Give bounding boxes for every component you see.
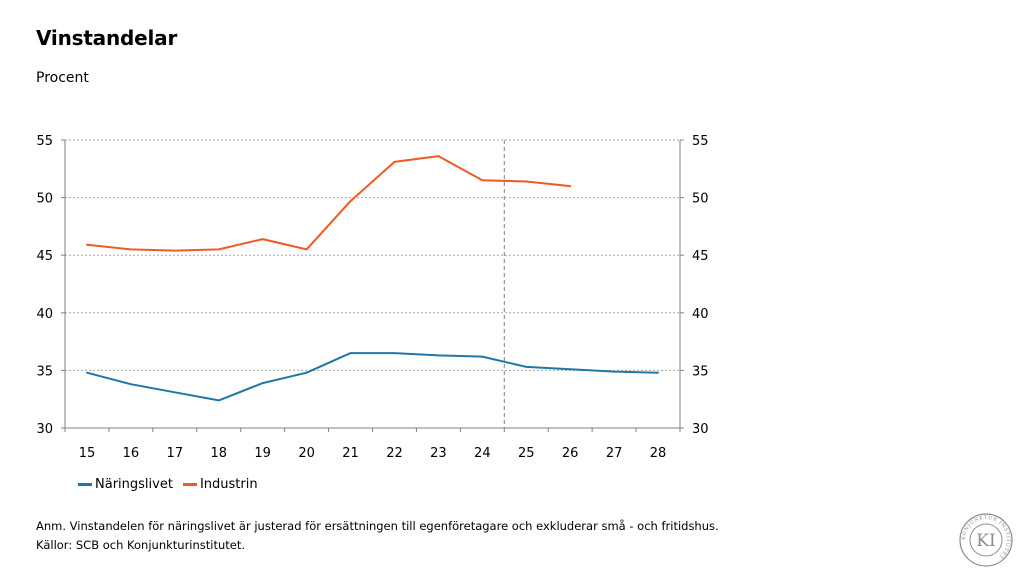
chart-title: Vinstandelar xyxy=(36,26,178,50)
y-tick-right-40: 40 xyxy=(692,307,709,322)
x-tick-20: 20 xyxy=(298,446,315,461)
footnote-sources: Källor: SCB och Konjunkturinstitutet. xyxy=(36,538,246,552)
line-chart: 30 30 35 35 40 40 45 45 50 50 55 55 15 16 17 18 19 20 21 22… xyxy=(36,134,709,461)
chart-subtitle: Procent xyxy=(36,70,89,86)
y-tick-right-50: 50 xyxy=(692,192,709,207)
series-line-naringslivet xyxy=(86,352,659,402)
legend-label-industrin: Industrin xyxy=(199,477,258,492)
x-tick-17: 17 xyxy=(167,446,184,461)
y-tick-left-50: 50 xyxy=(36,192,53,207)
y-tick-left-55: 55 xyxy=(36,134,53,149)
y-tick-left-45: 45 xyxy=(36,249,53,264)
ki-logo: KONJUNKTUR INSTITUTET KI xyxy=(959,513,1013,567)
y-tick-right-45: 45 xyxy=(692,249,709,264)
logo-text: KI xyxy=(976,531,995,551)
footnote: Anm. Vinstandelen för näringslivet är ju… xyxy=(36,517,719,555)
x-tick-21: 21 xyxy=(342,446,359,461)
y-tick-left-35: 35 xyxy=(36,364,53,379)
x-tick-23: 23 xyxy=(430,446,447,461)
x-tick-27: 27 xyxy=(606,446,623,461)
x-tick-18: 18 xyxy=(210,446,227,461)
series-line-industrin xyxy=(86,155,572,252)
y-tick-left-40: 40 xyxy=(36,307,53,322)
chart-legend: Näringslivet Industrin xyxy=(78,477,258,492)
footnote-remark: Anm. Vinstandelen för näringslivet är ju… xyxy=(36,519,719,533)
legend-swatch-naringslivet xyxy=(78,483,92,486)
x-tick-16: 16 xyxy=(123,446,140,461)
y-tick-right-55: 55 xyxy=(692,134,709,149)
legend-label-naringslivet: Näringslivet xyxy=(95,477,173,492)
x-tick-25: 25 xyxy=(518,446,535,461)
x-tick-22: 22 xyxy=(386,446,403,461)
legend-swatch-industrin xyxy=(182,483,197,486)
x-tick-28: 28 xyxy=(650,446,667,461)
x-tick-24: 24 xyxy=(474,446,491,461)
legend-item-naringslivet: Näringslivet xyxy=(78,477,173,492)
y-tick-left-30: 30 xyxy=(36,422,53,437)
y-tick-right-35: 35 xyxy=(692,364,709,379)
x-tick-15: 15 xyxy=(79,446,96,461)
y-tick-right-30: 30 xyxy=(692,422,709,437)
legend-item-industrin: Industrin xyxy=(182,477,258,492)
x-tick-26: 26 xyxy=(562,446,579,461)
x-tick-19: 19 xyxy=(254,446,271,461)
